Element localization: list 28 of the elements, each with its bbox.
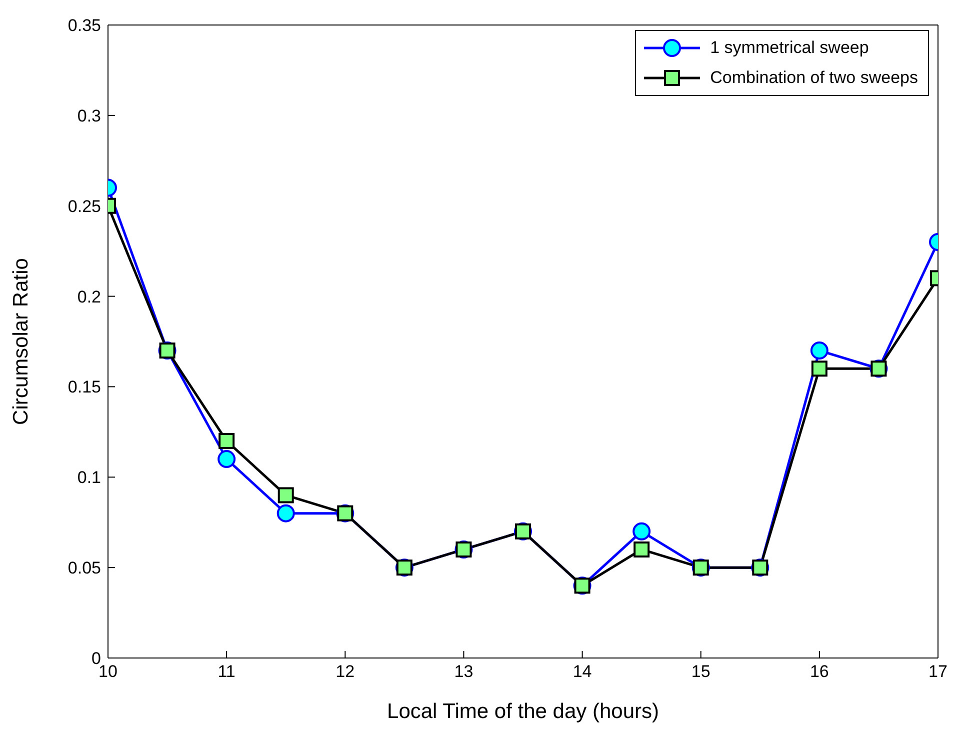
x-tick-label: 15 [691,662,710,682]
x-tick-label: 17 [928,662,948,682]
point [632,522,651,540]
x-tick-label: 11 [218,662,236,682]
y-axis-title: Circumsolar Ratio [9,258,32,425]
x-tick-label: 12 [336,662,355,682]
point [218,450,236,468]
point [634,541,650,558]
legend-label: Combination of two sweeps [710,68,918,88]
point [811,360,828,377]
y-tick-label: 0.25 [68,196,101,216]
y-tick-label: 0 [92,649,101,668]
x-tick-label: 16 [810,662,829,682]
y-tick-label: 0.3 [77,106,101,126]
y-tick-label: 0.35 [68,16,101,36]
point [218,432,235,449]
y-tick-label: 0.15 [68,378,101,397]
y-tick-label: 0.1 [77,468,101,488]
x-tick-label: 14 [572,662,592,682]
y-tick-label: 0.05 [68,558,101,578]
legend-label: 1 symmetrical sweep [710,38,869,58]
x-tick-label: 13 [454,662,474,682]
point [276,504,295,522]
y-tick-label: 0.2 [77,287,101,306]
point [810,342,828,360]
x-tick-label: 10 [98,662,118,682]
point [278,487,294,504]
x-axis-title: Local Time of the day (hours) [387,700,659,723]
